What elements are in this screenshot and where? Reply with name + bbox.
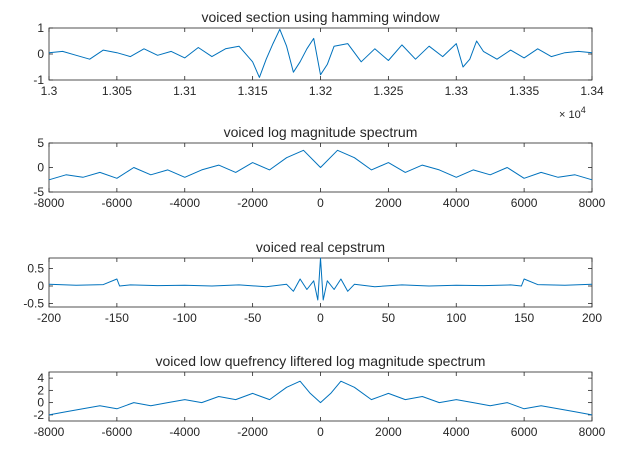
y-tick-label: -1 (33, 73, 44, 87)
x-tick-label: -6000 (102, 425, 133, 439)
x-tick-label: 1.305 (102, 84, 132, 98)
x-tick-label: 200 (582, 311, 602, 325)
x-tick-label: 6000 (511, 425, 538, 439)
y-tick-label: -2 (33, 408, 44, 422)
series-line-0 (48, 257, 593, 301)
x-tick-label: -50 (244, 311, 262, 325)
x-tick-label: 2000 (375, 196, 402, 210)
chart-title: voiced log magnitude spectrum (224, 124, 418, 140)
y-tick-label: 0 (37, 279, 44, 293)
x-tick-label: -2000 (237, 196, 268, 210)
y-tick-label: -5 (33, 185, 44, 199)
series-line-0 (48, 28, 593, 78)
x-tick-label: 1.31 (173, 84, 197, 98)
x-tick-label: 2000 (375, 425, 402, 439)
subplot-liftered-spectrum: voiced low quefrency liftered log magnit… (33, 353, 605, 439)
x-tick-label: 8000 (579, 196, 606, 210)
y-tick-label: 0.5 (27, 262, 44, 276)
x-tick-label: 0 (317, 196, 324, 210)
x-tick-label: -8000 (34, 196, 65, 210)
y-tick-label: -0.5 (23, 297, 44, 311)
x-exponent-label: × 104 (559, 105, 586, 121)
subplot-log-magnitude-spectrum: voiced log magnitude spectrum -8000 -6000 -… (33, 124, 605, 210)
x-tick-label: -200 (37, 311, 61, 325)
y-tick-label: 4 (37, 371, 44, 385)
y-tick-label: 1 (37, 21, 44, 35)
x-tick-label: 4000 (443, 425, 470, 439)
x-tick-label: 1.32 (309, 84, 333, 98)
x-tick-label: 1.325 (373, 84, 403, 98)
x-tick-label: -150 (105, 311, 129, 325)
x-tick-label: 1.33 (445, 84, 469, 98)
subplot-hamming-window: voiced section using hamming window 1.3 1.… (33, 9, 604, 121)
y-tick-label: 5 (37, 136, 44, 150)
x-tick-label: 50 (382, 311, 396, 325)
x-tick-label: 150 (514, 311, 534, 325)
y-tick-label: 0 (37, 47, 44, 61)
x-tick-label: -2000 (237, 425, 268, 439)
x-exponent-power: 4 (581, 105, 586, 115)
chart-title: voiced low quefrency liftered log magnit… (156, 353, 486, 369)
y-tick-label: 0 (37, 396, 44, 410)
x-tick-label: 1.3 (41, 84, 58, 98)
x-tick-label: 0 (317, 311, 324, 325)
series-line-0 (48, 380, 593, 416)
x-exponent-base: × 10 (559, 109, 581, 121)
chart-title: voiced real cepstrum (256, 239, 385, 255)
y-tick-label: 2 (37, 383, 44, 397)
axes-box (48, 371, 593, 422)
x-tick-label: 6000 (511, 196, 538, 210)
x-tick-label: 100 (446, 311, 466, 325)
x-tick-label: 4000 (443, 196, 470, 210)
y-tick-label: 0 (37, 161, 44, 175)
x-tick-label: 1.34 (580, 84, 604, 98)
x-tick-label: -4000 (169, 425, 200, 439)
x-tick-label: -100 (173, 311, 197, 325)
chart-title: voiced section using hamming window (201, 9, 440, 25)
series-line-0 (48, 149, 593, 181)
x-tick-label: 1.335 (509, 84, 539, 98)
x-tick-label: -8000 (34, 425, 65, 439)
x-tick-label: -6000 (102, 196, 133, 210)
x-tick-label: 1.315 (238, 84, 268, 98)
subplot-real-cepstrum: voiced real cepstrum -200 -150 -100 -50 0 50 10… (23, 239, 602, 325)
x-tick-label: 8000 (579, 425, 606, 439)
x-tick-label: -4000 (169, 196, 200, 210)
x-tick-label: 0 (317, 425, 324, 439)
